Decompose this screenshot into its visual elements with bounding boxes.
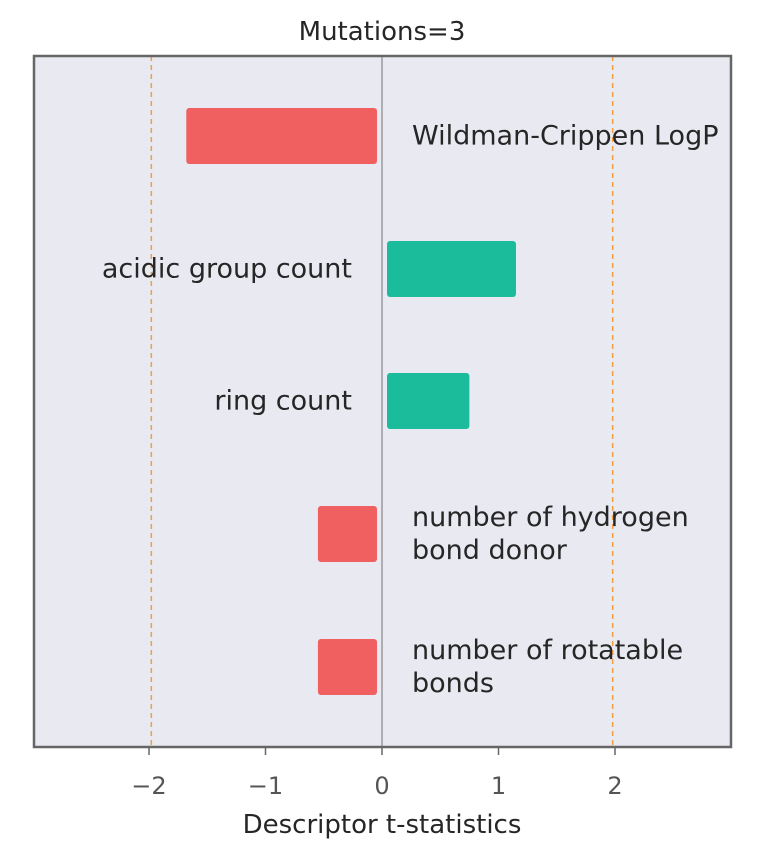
bar-labels: Wildman-Crippen LogP acidic group count ri… (102, 121, 719, 700)
reference-lines (150, 56, 614, 747)
bar-label-4: number of rotatable bonds (412, 635, 683, 699)
bar-1 (387, 241, 516, 297)
bars (186, 108, 516, 695)
bar-label-2: ring count (214, 386, 352, 417)
bar-label-1: acidic group count (102, 254, 352, 285)
bar-3 (317, 506, 377, 562)
x-tick-label-4: 2 (607, 772, 622, 800)
x-tick-label-1: −1 (248, 772, 283, 800)
x-axis-label: Descriptor t-statistics (243, 810, 522, 840)
bar-label-0: Wildman-Crippen LogP (412, 121, 719, 152)
bar-2 (387, 373, 470, 429)
bar-4 (317, 639, 377, 695)
x-axis-ticks: −2 −1 0 1 2 (131, 747, 623, 800)
x-tick-label-3: 1 (491, 772, 506, 800)
chart-title: Mutations=3 (299, 17, 466, 47)
bar-0 (186, 108, 377, 164)
x-tick-label-0: −2 (131, 772, 166, 800)
bar-label-3: number of hydrogen bond donor (412, 502, 689, 566)
x-tick-label-2: 0 (374, 772, 389, 800)
